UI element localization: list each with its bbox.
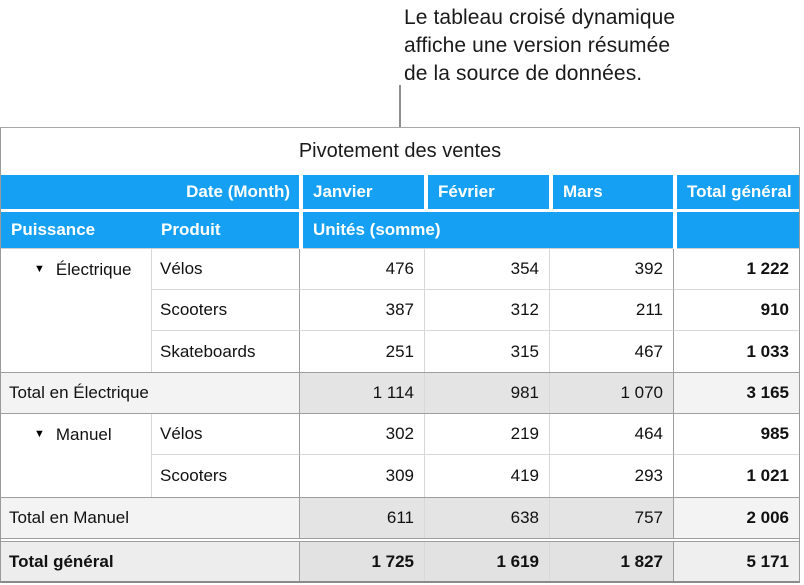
row-divider xyxy=(1,539,799,541)
header-cell-janvier[interactable]: Janvier xyxy=(303,175,424,210)
value-cell[interactable]: 476 xyxy=(299,249,424,290)
table-title[interactable]: Pivotement des ventes xyxy=(298,140,502,163)
table-row: Scooters 309 419 293 1 021 xyxy=(1,455,799,497)
produit-cell[interactable]: Scooters xyxy=(151,455,299,497)
group-cell-manuel[interactable]: ▼ Manuel xyxy=(1,414,151,455)
callout-text: Le tableau croisé dynamique affiche une … xyxy=(404,4,804,88)
header-cell-fevrier[interactable]: Février xyxy=(428,175,549,210)
callout-line-1: Le tableau croisé dynamique xyxy=(404,6,676,29)
value-cell[interactable]: 312 xyxy=(424,290,549,331)
subtotal-value-cell[interactable]: 757 xyxy=(549,498,673,538)
value-cell[interactable]: 392 xyxy=(549,249,673,290)
header-label-puissance: Puissance xyxy=(11,220,96,239)
header-cell-unites-somme[interactable]: Unités (somme) xyxy=(303,212,673,248)
produit-cell[interactable]: Scooters xyxy=(151,290,299,331)
row-total-cell[interactable]: 985 xyxy=(673,414,799,455)
produit-cell[interactable]: Vélos xyxy=(151,414,299,455)
group-label: Électrique xyxy=(55,259,132,279)
group-cell-spacer xyxy=(1,455,151,497)
value-cell[interactable]: 219 xyxy=(424,414,549,455)
callout-pointer-line xyxy=(399,85,401,127)
row-total-cell[interactable]: 1 033 xyxy=(673,331,799,372)
value-cell[interactable]: 309 xyxy=(299,455,424,497)
value-cell[interactable]: 354 xyxy=(424,249,549,290)
value-cell[interactable]: 293 xyxy=(549,455,673,497)
group-cell-spacer xyxy=(1,331,151,372)
subtotal-value-cell[interactable]: 1 114 xyxy=(299,373,424,413)
value-cell[interactable]: 464 xyxy=(549,414,673,455)
grand-total-value-cell[interactable]: 1 619 xyxy=(424,542,549,581)
table-row: ▼ Électrique Vélos 476 354 392 1 222 xyxy=(1,249,799,290)
value-cell[interactable]: 251 xyxy=(299,331,424,372)
subtotal-value-cell[interactable]: 611 xyxy=(299,498,424,538)
callout-line-3: de la source de données. xyxy=(404,62,643,85)
grand-total-value-cell[interactable]: 1 725 xyxy=(299,542,424,581)
callout-line-2: affiche une version résumée xyxy=(404,34,671,57)
value-cell[interactable]: 315 xyxy=(424,331,549,372)
row-total-cell[interactable]: 1 222 xyxy=(673,249,799,290)
header-label-produit: Produit xyxy=(161,220,221,239)
header-cell-date-month[interactable]: Date (Month) xyxy=(1,175,299,210)
header-cell-mars[interactable]: Mars xyxy=(553,175,673,210)
produit-cell[interactable]: Skateboards xyxy=(151,331,299,372)
header-cell-puissance-produit[interactable]: Puissance Produit xyxy=(1,212,299,248)
value-cell[interactable]: 467 xyxy=(549,331,673,372)
grand-total-row: Total général 1 725 1 619 1 827 5 171 xyxy=(1,541,799,581)
grand-total-total-cell[interactable]: 5 171 xyxy=(673,542,799,581)
subtotal-value-cell[interactable]: 1 070 xyxy=(549,373,673,413)
value-cell[interactable]: 419 xyxy=(424,455,549,497)
table-row: Scooters 387 312 211 910 xyxy=(1,290,799,331)
group-cell-spacer xyxy=(1,290,151,331)
header-cell-total-general[interactable]: Total général xyxy=(677,175,799,210)
value-cell[interactable]: 387 xyxy=(299,290,424,331)
subtotal-total-cell[interactable]: 2 006 xyxy=(673,498,799,538)
group-label: Manuel xyxy=(55,424,112,444)
value-cell[interactable]: 302 xyxy=(299,414,424,455)
subtotal-total-cell[interactable]: 3 165 xyxy=(673,373,799,413)
group-cell-electrique[interactable]: ▼ Électrique xyxy=(1,249,151,290)
disclosure-triangle-icon[interactable]: ▼ xyxy=(34,263,45,275)
row-total-cell[interactable]: 910 xyxy=(673,290,799,331)
value-cell[interactable]: 211 xyxy=(549,290,673,331)
pivot-table: Pivotement des ventes Date (Month) Janvi… xyxy=(0,127,800,583)
table-row: ▼ Manuel Vélos 302 219 464 985 xyxy=(1,414,799,455)
produit-cell[interactable]: Vélos xyxy=(151,249,299,290)
grand-total-value-cell[interactable]: 1 827 xyxy=(549,542,673,581)
header-row-fields: Puissance Produit Unités (somme) xyxy=(1,212,799,249)
row-total-cell[interactable]: 1 021 xyxy=(673,455,799,497)
subtotal-label[interactable]: Total en Manuel xyxy=(1,498,299,538)
subtotal-label[interactable]: Total en Électrique xyxy=(1,373,299,413)
subtotal-row-manuel: Total en Manuel 611 638 757 2 006 xyxy=(1,497,799,539)
subtotal-row-electrique: Total en Électrique 1 114 981 1 070 3 16… xyxy=(1,372,799,414)
grand-total-label[interactable]: Total général xyxy=(1,542,299,581)
subtotal-value-cell[interactable]: 638 xyxy=(424,498,549,538)
header-cell-empty xyxy=(677,212,799,248)
header-row-months: Date (Month) Janvier Février Mars Total … xyxy=(1,175,799,212)
subtotal-value-cell[interactable]: 981 xyxy=(424,373,549,413)
table-row: Skateboards 251 315 467 1 033 xyxy=(1,331,799,372)
disclosure-triangle-icon[interactable]: ▼ xyxy=(34,428,45,440)
